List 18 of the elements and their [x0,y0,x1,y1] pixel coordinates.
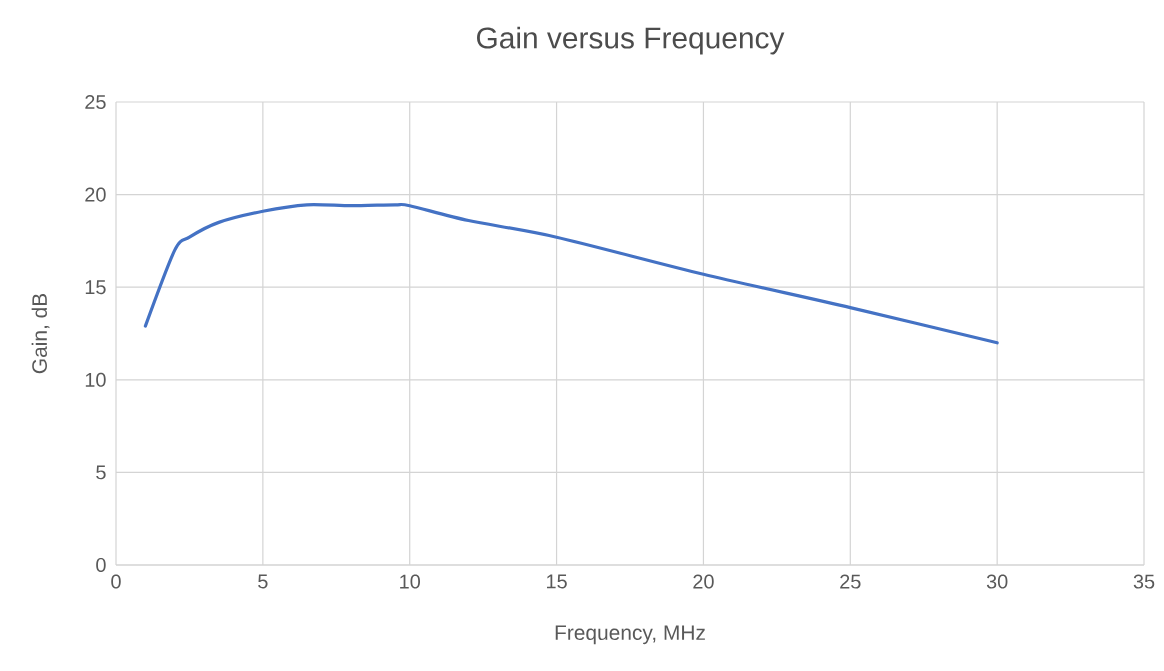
y-tick-label: 10 [85,372,106,387]
chart-title: Gain versus Frequency [477,26,785,55]
x-tick-label: 5 [258,574,268,589]
y-tick-label: 25 [85,94,106,110]
x-axis-title: Frequency, MHz [555,625,705,645]
x-tick-label: 10 [400,574,421,589]
x-tick-label: 30 [986,574,1008,589]
line-series [143,203,999,345]
x-tick-label: 35 [1133,574,1155,589]
x-tick-label: 0 [111,574,121,589]
y-tick-label: 5 [96,465,106,480]
y-tick-label: 0 [96,557,106,573]
x-tick-label: 25 [840,574,861,589]
x-tick-label: 15 [547,574,567,589]
y-axis-title: Gain, dB [31,293,50,374]
y-tick-label: 20 [85,187,106,202]
x-tick-label: 20 [693,574,714,589]
y-tick-label: 15 [85,280,106,295]
